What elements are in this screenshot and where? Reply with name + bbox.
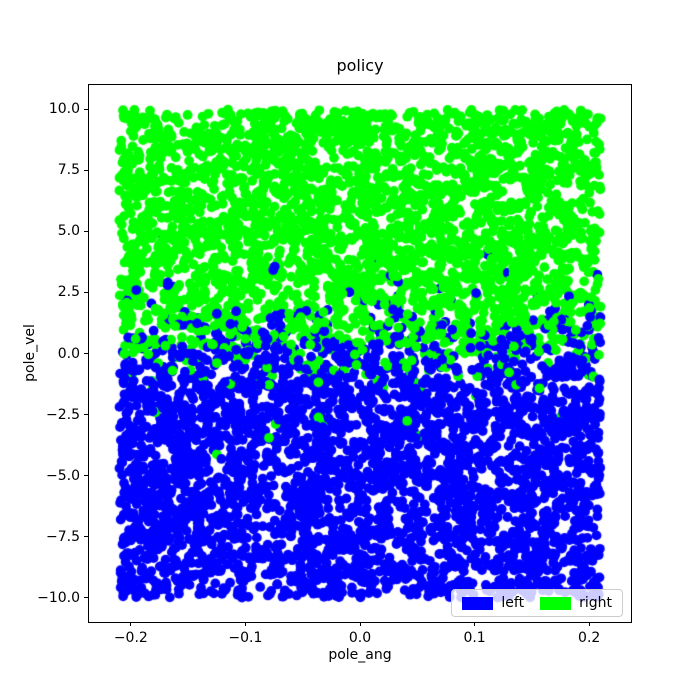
y-tick-label: 5.0 xyxy=(57,223,80,240)
y-tick-mark xyxy=(84,169,88,171)
x-tick-label: 0.2 xyxy=(578,630,601,646)
chart-title: policy xyxy=(336,56,384,75)
y-tick-label: 10.0 xyxy=(48,101,80,118)
legend-label: left xyxy=(501,595,525,611)
y-tick-mark xyxy=(84,108,88,110)
x-tick-label: 0.1 xyxy=(463,630,486,646)
x-tick-mark xyxy=(474,622,476,626)
plot-area: −0.2 −0.1 0.0 0.1 0.2 10.0 7.5 5.0 2.5 0.0 −2.5 −5.… xyxy=(37,84,632,646)
y-tick-mark xyxy=(84,597,88,599)
legend: left right xyxy=(451,589,623,617)
legend-entry-left: left xyxy=(462,595,524,611)
y-tick-mark xyxy=(84,475,88,477)
x-tick-label: 0.0 xyxy=(348,630,372,646)
scatter-canvas xyxy=(89,85,631,622)
y-tick-label: −2.5 xyxy=(46,406,80,423)
y-tick-label: −10.0 xyxy=(37,589,80,606)
y-axis-label: pole_vel xyxy=(22,324,38,382)
legend-entry-right: right xyxy=(540,595,612,611)
y-tick-mark xyxy=(84,291,88,293)
x-tick-mark xyxy=(244,622,246,626)
legend-swatch-right xyxy=(540,596,572,610)
y-tick-label: 0.0 xyxy=(57,345,80,362)
y-tick-mark xyxy=(84,536,88,538)
y-tick-label: −7.5 xyxy=(46,528,80,545)
x-tick-label: −0.1 xyxy=(228,630,263,646)
y-tick-mark xyxy=(84,353,88,354)
y-tick-label: −5.0 xyxy=(46,467,80,484)
x-tick-mark xyxy=(588,622,590,626)
x-tick-mark xyxy=(130,622,132,626)
y-tick-mark xyxy=(84,414,88,416)
legend-label: right xyxy=(579,595,612,611)
y-tick-label: 2.5 xyxy=(57,284,80,301)
y-tick-mark xyxy=(84,230,88,232)
x-tick-label: −0.2 xyxy=(113,630,148,646)
x-axis-label: pole_ang xyxy=(328,647,392,663)
legend-swatch-left xyxy=(462,596,494,610)
y-tick-label: 7.5 xyxy=(57,162,80,179)
x-tick-mark xyxy=(359,622,361,626)
